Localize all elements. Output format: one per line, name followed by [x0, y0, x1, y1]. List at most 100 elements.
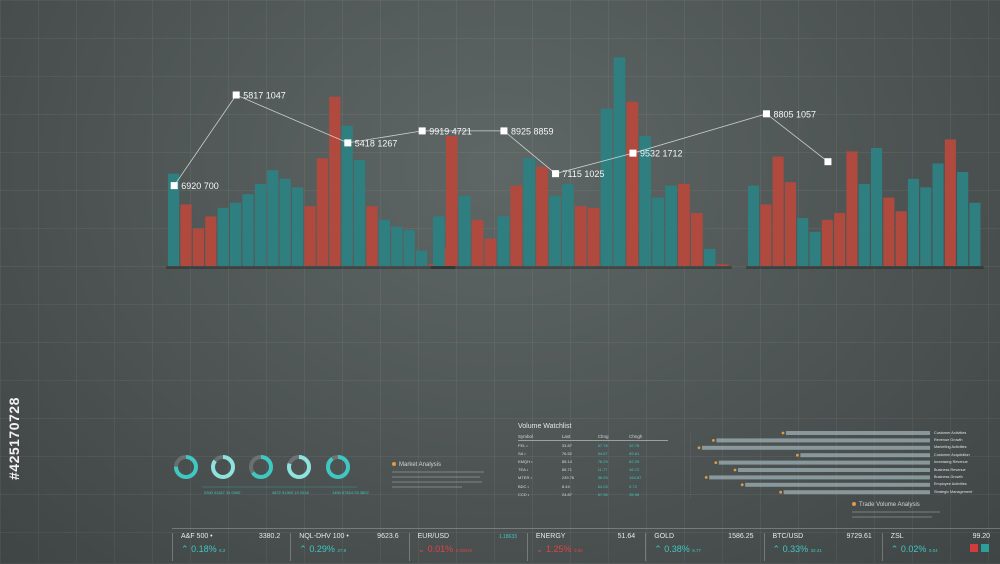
bar-7	[242, 194, 254, 266]
annotation-label-2: 5817 1047	[243, 91, 286, 101]
ticker-price: 9623.6	[377, 533, 399, 540]
ticker-item: EUR/USD 1.18633 ⌄ 0.01% 0.00019	[408, 533, 527, 561]
arrow-up-icon: ⌃	[181, 544, 189, 554]
col-last: Last	[561, 433, 598, 441]
activity-label-9: Strategic Management	[934, 489, 973, 494]
bar-34	[562, 183, 574, 266]
arrow-up-icon: ⌃	[890, 544, 899, 554]
bar-3	[192, 228, 204, 266]
table-cell: KMQH •	[518, 458, 533, 464]
activity-label-2: Revenue Growth	[934, 437, 963, 442]
bar-57	[871, 148, 883, 266]
ticker-change: ⌃ 0.29% 27.8	[299, 544, 346, 555]
bar-31	[523, 158, 535, 266]
bar-64	[957, 171, 969, 266]
bullet-dot-icon	[392, 462, 396, 466]
col-symbol: Symbol	[518, 433, 562, 441]
table-cell: TEA •	[518, 467, 529, 473]
table-cell: 36.93	[597, 475, 608, 481]
bar-46	[716, 264, 729, 266]
bar-27	[471, 219, 484, 266]
bar-4	[205, 216, 217, 266]
activity-bar-4	[800, 453, 930, 458]
bar-60	[907, 178, 919, 266]
table-row: MTER • 239.76 36.93 154.87	[518, 474, 668, 482]
ticker-item: NQL-DHV 100 • 9623.6 ⌃ 0.29% 27.8	[290, 533, 408, 561]
text-placeholder-line	[852, 516, 932, 518]
bar-37	[600, 108, 613, 267]
ticker-change-value: 0.65	[574, 548, 583, 553]
ticker-name: ZSL	[890, 533, 904, 540]
arrow-up-icon: ⌃	[654, 544, 662, 554]
annotation-label-3: 5418 1267	[355, 138, 398, 148]
text-placeholder-line	[392, 486, 462, 488]
bar-36	[587, 207, 600, 266]
text-placeholder-line	[392, 476, 480, 478]
market-analysis-panel: Market Analysis	[392, 462, 492, 488]
table-cell: 65.71	[561, 467, 572, 473]
table-cell: 0.72	[629, 483, 637, 489]
bar-52	[809, 231, 821, 266]
bar-18	[378, 219, 390, 266]
activity-label-6: Business Revenue	[934, 467, 966, 472]
bar-45	[703, 248, 716, 266]
ticker-change-percent: 0.18%	[191, 544, 217, 554]
activity-bar-8	[745, 482, 930, 487]
activity-dot-7	[704, 476, 708, 479]
bar-38	[613, 57, 626, 266]
ticker-item: BTC/USD 9729.61 ⌃ 0.33% 32.41	[763, 533, 882, 561]
ticker-price: 1586.25	[728, 533, 754, 540]
ticker-change: ⌄ 0.01% 0.00019	[418, 544, 472, 555]
ticker-name: EUR/USD	[417, 533, 450, 540]
table-cell: 46.72	[629, 467, 640, 473]
activity-dot-4	[796, 453, 799, 457]
bar-20	[403, 230, 415, 266]
trade-volume-panel: Trade Volume Analysis	[852, 502, 940, 518]
watchlist-title: Volume Watchlist	[518, 423, 572, 430]
bar-19	[391, 226, 403, 266]
ticker-change-percent: 0.33%	[782, 544, 809, 554]
activity-dot-6	[733, 468, 737, 472]
ticker-change-value: 0.00019	[455, 548, 472, 553]
ticker-name: NQL-DHV 100 •	[299, 533, 349, 540]
ticker-price: 99.20	[972, 533, 991, 540]
arrow-down-icon: ⌄	[417, 544, 426, 554]
activity-label-3: Marketing Activities	[934, 445, 967, 450]
table-cell: 67.78	[597, 442, 608, 448]
table-cell: 32.78	[629, 442, 640, 448]
ticker-name: BTC/USD	[772, 533, 804, 540]
bar-11	[292, 187, 304, 266]
activity-bar-6	[738, 468, 930, 472]
red-flag-icon	[970, 544, 978, 552]
activity-dot-1	[781, 431, 785, 435]
table-cell: 89.61	[629, 450, 640, 456]
trade-volume-label: Trade Volume Analysis	[859, 502, 920, 508]
bar-54	[834, 212, 846, 266]
bar-24	[433, 216, 445, 266]
baseline-shadow-2	[431, 266, 732, 269]
bar-33	[549, 195, 561, 266]
bar-32	[536, 166, 548, 266]
bar-47	[748, 185, 760, 266]
ticker-change-percent: 1.25%	[545, 544, 572, 554]
activities-bar-chart: Customer Activities Revenue Growth Marketi…	[689, 430, 980, 500]
bullet-dot-icon	[852, 502, 856, 506]
bar-39	[626, 101, 639, 266]
annotation-marker-7	[629, 149, 637, 157]
annotation-marker-1	[170, 182, 178, 190]
donut-gauge-group	[174, 455, 357, 488]
col-chngh: Chngh	[629, 433, 668, 441]
ticker-change-percent: 0.29%	[309, 544, 335, 554]
table-cell: 67.96	[597, 491, 608, 497]
table-cell: 239.76	[561, 475, 575, 481]
ticker-change: ⌃ 0.02% 0.04	[891, 544, 938, 555]
annotation-marker-4	[418, 127, 426, 135]
ticker-change: ⌃ 0.18% 6.2	[181, 544, 225, 555]
ticker-name: A&F 500 •	[181, 533, 213, 540]
annotation-label-1: 6920 700	[181, 181, 219, 191]
donut-fill-2	[211, 455, 235, 479]
donut-fill-4	[287, 455, 311, 479]
table-cell: SA •	[518, 450, 526, 456]
text-placeholder-line	[392, 481, 482, 483]
table-cell: 33.87	[561, 442, 572, 448]
